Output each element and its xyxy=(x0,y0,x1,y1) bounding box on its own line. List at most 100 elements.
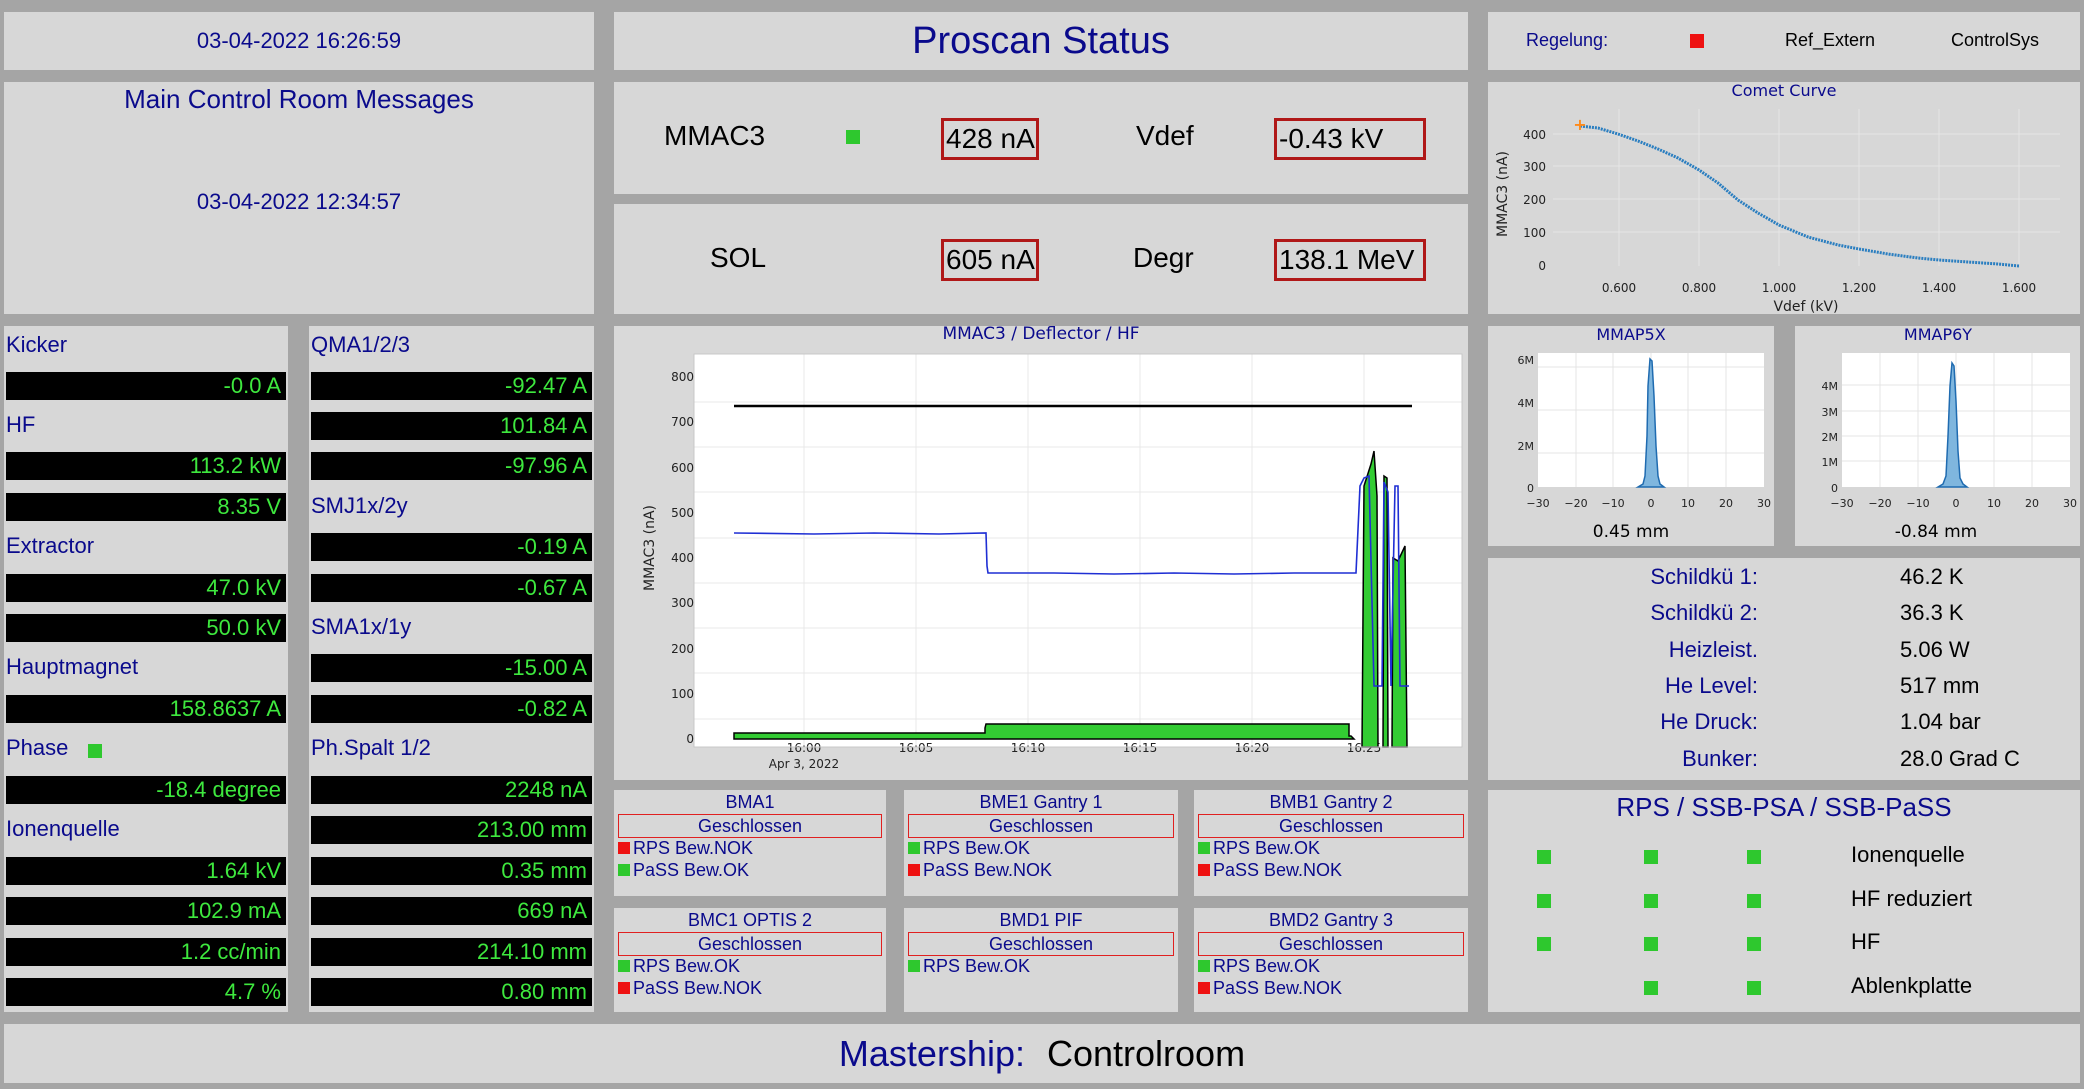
comet-xlabel: Vdef (kV) xyxy=(1773,299,1838,314)
mmac3-label: MMAC3 xyxy=(664,120,766,151)
main-chart-ytick: 700 xyxy=(671,415,694,429)
comet-ytick: 400 xyxy=(1523,128,1546,142)
profile-x-xtick: 30 xyxy=(1757,497,1771,510)
rps-row-label: Ablenkplatte xyxy=(1851,973,1973,998)
beamline-state: Geschlossen xyxy=(618,814,882,838)
cryo-label: Schildkü 2: xyxy=(1650,600,1758,625)
smj-value: -0.67 A xyxy=(311,574,592,602)
rps-indicator xyxy=(1537,850,1551,864)
messages-timestamp: 03-04-2022 12:34:57 xyxy=(196,189,402,214)
profile-y-histogram xyxy=(1935,360,1970,488)
cryo-value: 517 mm xyxy=(1900,673,1980,698)
beamline-rps-status: RPS Bew.NOK xyxy=(618,838,753,859)
profile-x-value: 0.45 mm xyxy=(1593,522,1669,542)
rps-indicator xyxy=(1537,937,1551,951)
phspalt-value: 0.35 mm xyxy=(311,857,592,885)
beamline-bma1: BMA1 Geschlossen RPS Bew.NOK PaSS Bew.OK xyxy=(614,790,886,896)
hauptmagnet-label: Hauptmagnet xyxy=(6,654,139,679)
extractor-value: 50.0 kV xyxy=(6,614,286,642)
mmac3-line xyxy=(733,474,1409,687)
messages-panel: Main Control Room Messages 03-04-2022 12… xyxy=(4,82,594,314)
qma-value: -92.47 A xyxy=(311,372,592,400)
status-indicator xyxy=(1198,864,1210,876)
beamline-rps-status: RPS Bew.OK xyxy=(908,838,1030,859)
mmac3-status-indicator xyxy=(846,130,860,144)
comet-xtick: 0.800 xyxy=(1682,281,1716,295)
rps-indicator xyxy=(1747,937,1761,951)
profile-y-xtick: 0 xyxy=(1953,497,1960,510)
beamline-bme1: BME1 Gantry 1 Geschlossen RPS Bew.OK PaS… xyxy=(904,790,1178,896)
smj-label: SMJ1x/2y xyxy=(311,493,408,518)
phase-label: Phase xyxy=(6,735,69,760)
hf-label: HF xyxy=(6,412,36,437)
comet-ytick: 0 xyxy=(1538,259,1546,273)
main-chart-xtick: 16:10 xyxy=(1011,741,1046,755)
main-chart-ylabel: MMAC3 (nA) xyxy=(642,505,658,591)
hf-power-value: 113.2 kW xyxy=(6,452,286,480)
cryo-label: Heizleist. xyxy=(1668,637,1758,662)
rps-indicator xyxy=(1537,894,1551,908)
profile-x-ytick: 2M xyxy=(1518,440,1535,453)
mmac3-panel: MMAC3 428 nA Vdef -0.43 kV xyxy=(614,82,1468,194)
phspalt-value: 2248 nA xyxy=(311,776,592,804)
profile-y-ytick: 0 xyxy=(1831,482,1838,495)
rps-indicator xyxy=(1644,937,1658,951)
beamline-name: BMB1 Gantry 2 xyxy=(1269,792,1393,812)
status-indicator xyxy=(1198,960,1210,972)
cryo-value: 5.06 W xyxy=(1900,637,1970,662)
profile-y-xtick: −30 xyxy=(1830,497,1853,510)
profile-y-panel: MMAP6Y 0 1M 2M 3M 4M −30 −20 −10 0 10 20… xyxy=(1795,326,2080,546)
sma-value: -0.82 A xyxy=(311,695,592,723)
beamline-bmd2: BMD2 Gantry 3 Geschlossen RPS Bew.OK PaS… xyxy=(1194,908,1468,1012)
magnet-values-panel: QMA1/2/3 -92.47 A 101.84 A -97.96 A SMJ1… xyxy=(309,326,594,1012)
sol-value: 605 nA xyxy=(941,239,1039,281)
status-text: RPS Bew.NOK xyxy=(633,838,754,858)
status-indicator xyxy=(618,960,630,972)
profile-x-histogram xyxy=(1635,357,1667,488)
comet-ylabel: MMAC3 (nA) xyxy=(1495,151,1511,237)
beamline-name: BME1 Gantry 1 xyxy=(979,792,1103,812)
sol-label: SOL xyxy=(710,242,767,273)
beamline-name: BMC1 OPTIS 2 xyxy=(687,910,813,930)
regelung-panel: Regelung: Ref_Extern ControlSys xyxy=(1488,12,2080,70)
ionenquelle-value: 4.7 % xyxy=(6,978,286,1006)
comet-xtick: 0.600 xyxy=(1602,281,1636,295)
profile-x-xtick: 20 xyxy=(1719,497,1733,510)
main-chart-ytick: 800 xyxy=(671,370,694,384)
status-text: PaSS Bew.OK xyxy=(633,860,750,880)
profile-y-xtick: 10 xyxy=(1987,497,2001,510)
comet-curve-chart: Comet Curve 0.600 0.800 1.000 1.200 1.40… xyxy=(1495,82,2060,314)
cryo-label: Bunker: xyxy=(1682,746,1758,771)
status-text: PaSS Bew.NOK xyxy=(1213,978,1343,998)
kicker-value: -0.0 A xyxy=(6,372,286,400)
beamline-state: Geschlossen xyxy=(908,814,1174,838)
profile-x-xtick: −30 xyxy=(1526,497,1549,510)
extractor-value: 47.0 kV xyxy=(6,574,286,602)
mmap6y-profile-chart: MMAP6Y 0 1M 2M 3M 4M −30 −20 −10 0 10 20… xyxy=(1822,326,2078,542)
beamline-rps-status: RPS Bew.OK xyxy=(1198,838,1320,859)
profile-x-ytick: 4M xyxy=(1518,397,1535,410)
status-indicator xyxy=(618,982,630,994)
mastership-value: Controlroom xyxy=(1047,1033,1246,1074)
profile-y-ytick: 3M xyxy=(1822,406,1839,419)
degr-label: Degr xyxy=(1133,242,1194,273)
comet-xtick: 1.600 xyxy=(2002,281,2036,295)
comet-xtick: 1.400 xyxy=(1922,281,1956,295)
phase-value: -18.4 degree xyxy=(6,776,286,804)
status-text: RPS Bew.OK xyxy=(923,838,1031,858)
profile-y-xtick: 30 xyxy=(2063,497,2077,510)
regelung-label: Regelung: xyxy=(1526,30,1609,50)
main-chart-ytick: 500 xyxy=(671,506,694,520)
comet-title: Comet Curve xyxy=(1732,82,1837,100)
profile-y-xtick: −20 xyxy=(1868,497,1891,510)
profile-y-value: -0.84 mm xyxy=(1895,522,1978,542)
status-text: PaSS Bew.NOK xyxy=(923,860,1053,880)
profile-x-xtick: 0 xyxy=(1648,497,1655,510)
kicker-label: Kicker xyxy=(6,332,68,357)
phase-status-indicator xyxy=(88,744,102,758)
rps-title: RPS / SSB-PSA / SSB-PaSS xyxy=(1616,792,1952,822)
hf-voltage-value: 8.35 V xyxy=(6,493,286,521)
beamline-state: Geschlossen xyxy=(908,932,1174,956)
comet-ytick: 100 xyxy=(1523,226,1546,240)
extractor-label: Extractor xyxy=(6,533,95,558)
